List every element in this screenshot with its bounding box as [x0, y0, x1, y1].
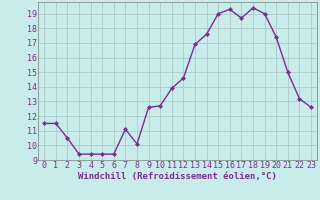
X-axis label: Windchill (Refroidissement éolien,°C): Windchill (Refroidissement éolien,°C) [78, 172, 277, 181]
